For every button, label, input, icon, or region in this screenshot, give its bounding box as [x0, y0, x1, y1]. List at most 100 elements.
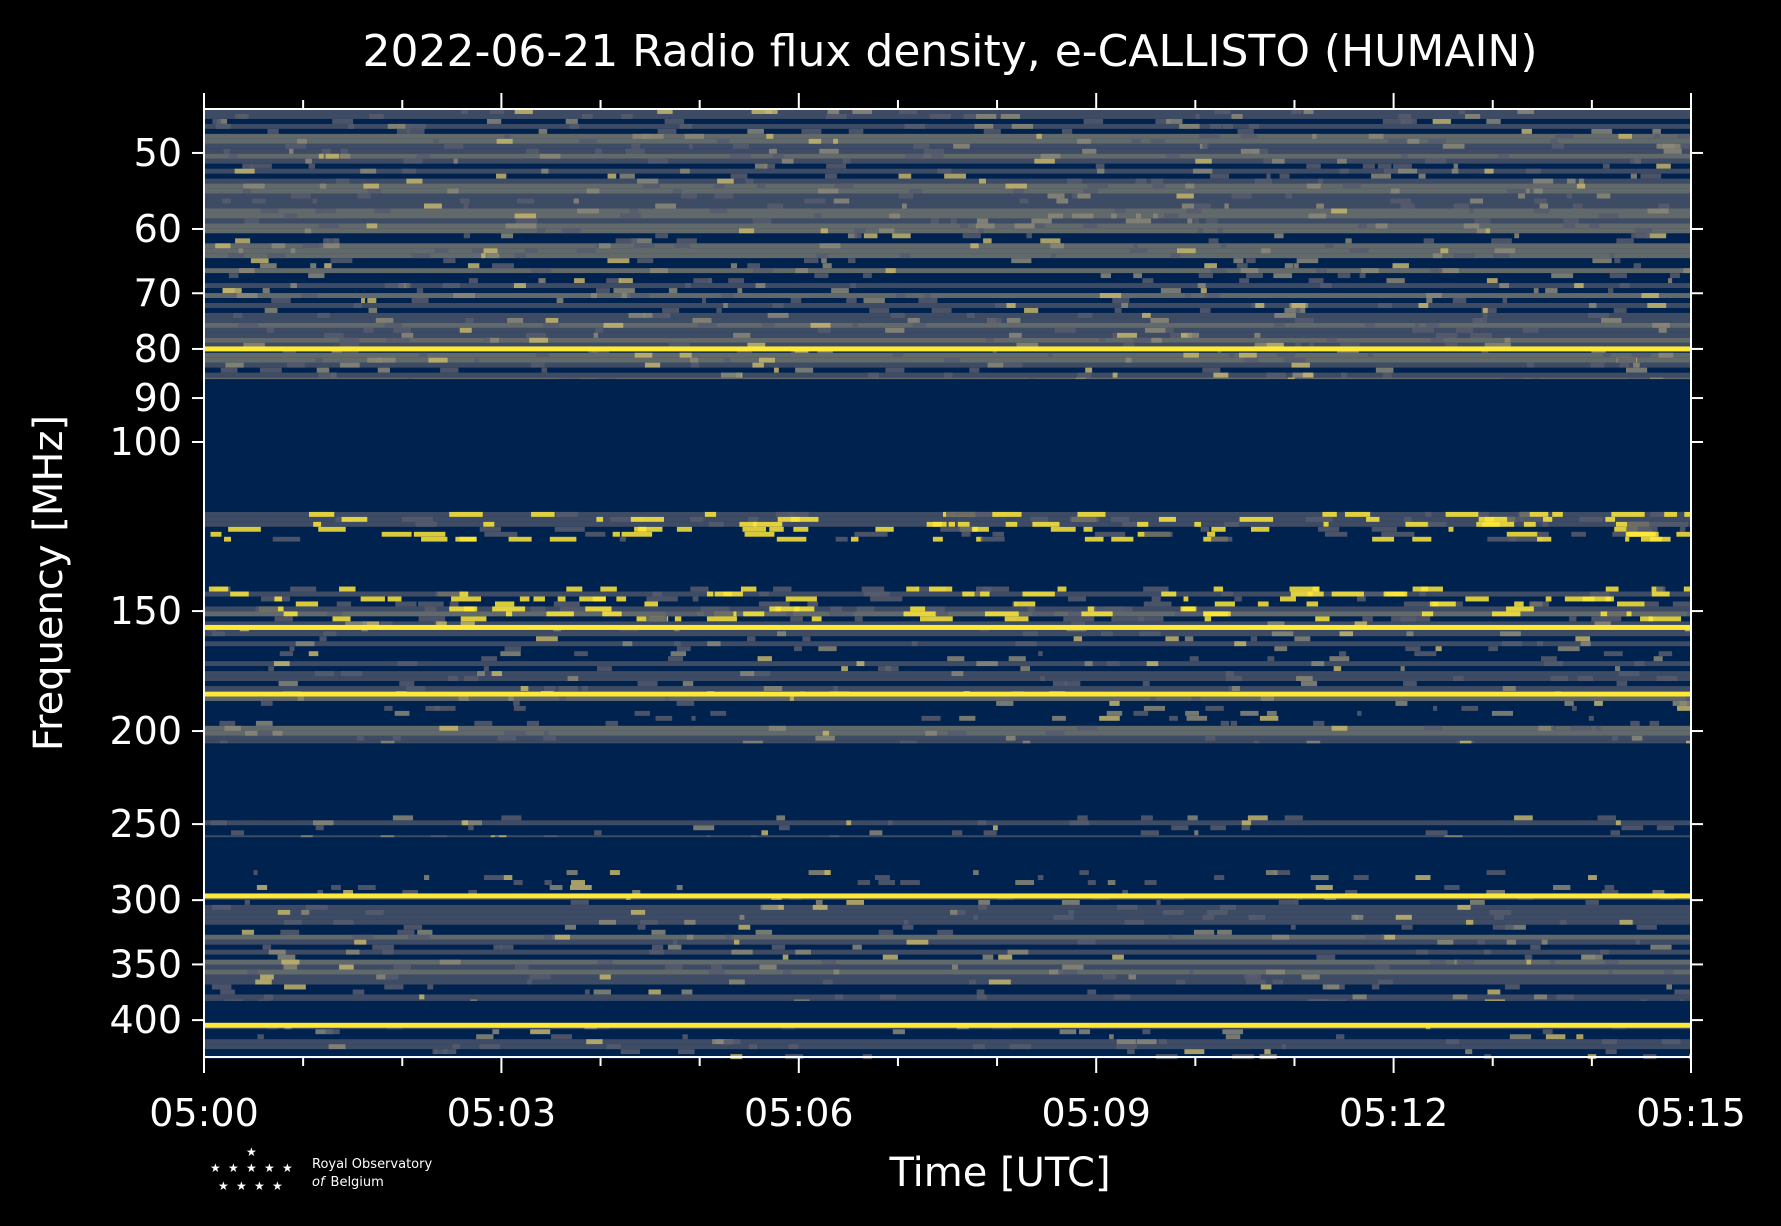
spectrum-speckle [1652, 322, 1670, 328]
spectrum-speckle [1106, 710, 1123, 716]
spectrum-speckle [910, 606, 926, 612]
spectrum-speckle [637, 924, 646, 930]
spectrum-row [204, 516, 1691, 522]
spectrum-speckle [1613, 307, 1627, 313]
spectrum-speckle [901, 203, 907, 209]
spectrum-speckle [1240, 268, 1259, 274]
spectrum-speckle [850, 536, 859, 542]
spectrum-speckle [1428, 138, 1446, 144]
spectrum-speckle [280, 929, 300, 935]
spectrum-speckle [869, 307, 890, 313]
spectrum-speckle [1551, 725, 1556, 731]
spectrum-speckle [1061, 899, 1080, 905]
spectrum-row [204, 218, 1691, 224]
spectrum-speckle [1240, 133, 1258, 139]
spectrum-speckle [579, 596, 606, 602]
spectrum-speckle [235, 238, 251, 244]
spectrum-speckle [714, 193, 734, 199]
spectrum-speckle [1494, 914, 1504, 920]
spectrum-speckle [1231, 686, 1240, 692]
spectrum-speckle [733, 332, 751, 338]
spectrum-speckle [459, 536, 476, 542]
spectrum-speckle [1020, 666, 1031, 672]
spectrum-speckle [1100, 273, 1111, 279]
spectrum-speckle [1615, 666, 1621, 672]
y-tick-label: 300 [109, 878, 182, 922]
spectrum-speckle [1099, 293, 1122, 299]
spectrum-speckle [513, 705, 526, 711]
spectrum-speckle [538, 278, 546, 284]
interference-line [204, 624, 1691, 630]
x-tick-label: 05:09 [1041, 1091, 1151, 1135]
spectrum-speckle [1361, 248, 1369, 254]
spectrum-speckle [1176, 979, 1186, 985]
spectrum-row [204, 273, 1691, 279]
spectrum-speckle [1153, 213, 1158, 219]
spectrum-speckle [465, 317, 474, 323]
spectrum-speckle [395, 601, 417, 607]
chart-title: 2022-06-21 Radio flux density, e-CALLIST… [362, 26, 1537, 77]
spectrum-row [204, 298, 1691, 304]
spectrum-speckle [1111, 536, 1134, 542]
spectrum-speckle [951, 964, 958, 970]
plot-area [204, 109, 1691, 1060]
spectrum-speckle [1030, 516, 1049, 522]
spectrum-speckle [314, 671, 335, 677]
spectrum-speckle [1163, 213, 1179, 219]
spectrum-speckle [1680, 143, 1691, 149]
spectrum-speckle [921, 715, 941, 721]
spectrum-speckle [513, 283, 526, 289]
spectrum-speckle [1375, 223, 1388, 229]
spectrum-speckle [821, 959, 837, 965]
spectrum-speckle [913, 143, 930, 149]
spectrum-speckle [290, 248, 296, 254]
spectrum-speckle [768, 148, 777, 154]
spectrum-speckle [1627, 521, 1659, 527]
spectrum-speckle [554, 526, 585, 532]
spectrum-speckle [1658, 327, 1667, 333]
spectrum-speckle [1071, 621, 1086, 627]
spectrum-speckle [1099, 337, 1106, 343]
spectrum-speckle [1213, 372, 1229, 378]
spectrum-speckle [273, 661, 290, 667]
spectrum-speckle [850, 283, 857, 289]
spectrum-speckle [1543, 661, 1564, 667]
spectrum-speckle [772, 153, 785, 159]
spectrum-row [204, 138, 1691, 144]
spectrum-speckle [1015, 880, 1035, 886]
spectrum-speckle [953, 143, 970, 149]
spectrum-speckle [1614, 526, 1638, 532]
spectrum-speckle [520, 686, 529, 692]
spectrum-speckle [1556, 994, 1574, 1000]
spectrum-speckle [878, 880, 896, 886]
spectrum-speckle [1122, 889, 1129, 895]
spectrum-speckle [693, 278, 712, 284]
spectrum-speckle [1137, 521, 1149, 527]
spectrum-speckle [1415, 875, 1431, 881]
spectrum-speckle [1654, 133, 1660, 139]
spectrum-speckle [874, 875, 890, 881]
spectrum-speckle [833, 138, 838, 144]
spectrum-row [204, 123, 1691, 129]
spectrum-speckle [747, 636, 756, 642]
spectrum-speckle [1156, 899, 1161, 905]
spectrum-speckle [1601, 317, 1622, 323]
spectrum-speckle [1529, 601, 1549, 607]
spectrum-speckle [1052, 715, 1066, 721]
spectrum-speckle [947, 730, 967, 736]
spectrum-speckle [1625, 536, 1630, 542]
spectrum-speckle [1474, 218, 1491, 224]
spectrum-speckle [1151, 596, 1161, 602]
spectrum-speckle [1077, 939, 1096, 945]
spectrum-speckle [1005, 183, 1027, 189]
interference-line [204, 346, 1691, 352]
spectrum-speckle [496, 173, 507, 179]
spectrum-speckle [541, 367, 548, 373]
spectrum-speckle [1050, 526, 1076, 532]
spectrum-speckle [212, 118, 222, 124]
spectrum-speckle [1211, 526, 1226, 532]
spectrum-speckle [325, 1029, 340, 1035]
spectrum-speckle [773, 586, 792, 592]
spectrum-speckle [1543, 516, 1553, 522]
spectrum-speckle [1570, 725, 1592, 731]
